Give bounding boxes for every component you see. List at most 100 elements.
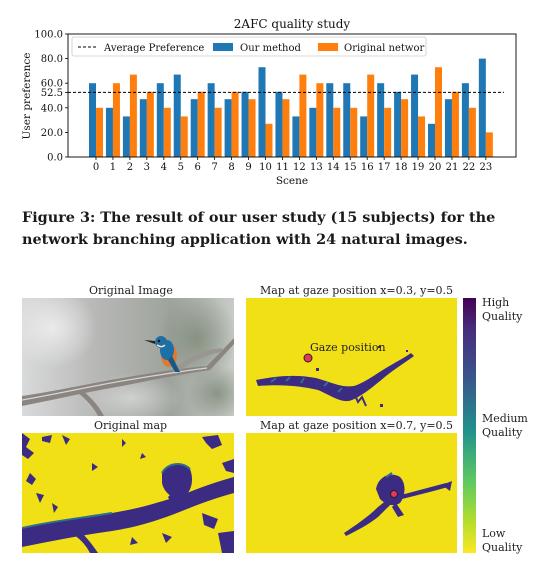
- bar-original-2: [129, 74, 137, 157]
- bar-original-19: [418, 116, 426, 157]
- bar-original-1: [112, 83, 120, 157]
- x-tick-label: 2: [127, 162, 133, 173]
- colorbar-label-medium: Medium Quality: [482, 412, 528, 439]
- bar-original-12: [299, 74, 307, 157]
- y-tick-label: 80.0: [41, 54, 63, 65]
- bar-our-method-2: [122, 116, 130, 157]
- bar-our-method-12: [292, 116, 300, 157]
- bar-original-22: [468, 107, 476, 157]
- bar-original-14: [333, 107, 341, 157]
- x-tick-label: 12: [293, 162, 306, 173]
- bar-our-method-18: [394, 91, 402, 157]
- bar-our-method-10: [258, 67, 266, 157]
- legend-label-average: Average Preference: [103, 43, 204, 54]
- plot-frame: [67, 33, 517, 158]
- bar-original-10: [265, 123, 273, 157]
- map1-title: Map at gaze position x=0.3, y=0.5: [260, 284, 454, 297]
- chart-title: 2AFC quality study: [234, 17, 351, 31]
- bar-original-3: [146, 91, 154, 157]
- x-tick-label: 0: [93, 162, 99, 173]
- x-tick-label: 5: [178, 162, 184, 173]
- bar-our-method-22: [461, 83, 469, 157]
- legend-frame: [71, 36, 427, 57]
- x-tick-label: 11: [276, 162, 289, 173]
- bar-our-method-21: [444, 99, 452, 157]
- y-tick-label: 40.0: [41, 103, 63, 114]
- gaze-dot-2: [390, 490, 398, 498]
- colorbar-label-low: Low Quality: [482, 527, 523, 554]
- legend-label-original: Original networ: [344, 43, 425, 54]
- gaze-dot-1: [303, 353, 313, 363]
- original-map: [22, 433, 234, 553]
- y-tick-label: 0.0: [47, 153, 63, 164]
- legend-swatch-original: [318, 43, 338, 51]
- bar-original-23: [485, 132, 493, 157]
- x-tick-label: 10: [259, 162, 272, 173]
- x-tick-label: 22: [463, 162, 476, 173]
- x-tick-label: 14: [327, 162, 340, 173]
- x-tick-label: 7: [211, 162, 217, 173]
- bar-our-method-20: [428, 123, 435, 157]
- x-tick-label: 6: [195, 162, 201, 173]
- bar-original-17: [384, 107, 392, 157]
- y-tick-label: 100.0: [34, 30, 63, 41]
- bar-original-4: [163, 107, 171, 157]
- bar-original-9: [248, 99, 256, 157]
- x-tick-label: 17: [378, 162, 391, 173]
- bar-our-method-8: [224, 99, 232, 157]
- x-tick-label: 13: [310, 162, 323, 173]
- bar-original-7: [214, 107, 222, 157]
- bar-original-20: [435, 67, 442, 157]
- bar-original-11: [282, 99, 290, 157]
- bar-our-method-14: [326, 83, 334, 157]
- x-tick-label: 21: [446, 162, 459, 173]
- bar-original-13: [316, 83, 324, 157]
- y-tick-label: 60.0: [41, 79, 63, 90]
- bar-our-method-0: [89, 83, 96, 157]
- x-tick-label: 4: [161, 162, 167, 173]
- original-map-title: Original map: [94, 419, 168, 432]
- bar-our-method-1: [105, 107, 113, 157]
- x-tick-label: 8: [228, 162, 234, 173]
- x-tick-label: 9: [245, 162, 251, 173]
- y-axis-label: User preference: [21, 53, 33, 140]
- bar-original-5: [180, 116, 188, 157]
- x-tick-label: 3: [144, 162, 150, 173]
- x-tick-label: 18: [395, 162, 408, 173]
- bar-original-0: [96, 107, 103, 157]
- bar-original-15: [350, 107, 358, 157]
- bar-our-method-3: [139, 99, 147, 157]
- legend-label-our-method: Our method: [240, 43, 301, 54]
- legend-swatch-our-method: [213, 43, 233, 51]
- figure-caption: Figure 3: The result of our user study (…: [22, 209, 496, 248]
- x-axis-label: Scene: [276, 175, 308, 187]
- bar-original-16: [367, 74, 375, 157]
- x-tick-label: 1: [110, 162, 116, 173]
- bar-our-method-11: [275, 91, 283, 157]
- bar-our-method-13: [309, 107, 317, 157]
- gaze-map-1: Gaze position: [246, 298, 457, 416]
- bar-our-method-7: [207, 83, 215, 157]
- bar-our-method-6: [190, 99, 198, 157]
- gaze-map-2: [246, 433, 457, 553]
- map2-title: Map at gaze position x=0.7, y=0.5: [260, 419, 454, 432]
- bar-our-method-16: [360, 116, 368, 157]
- x-tick-label: 20: [429, 162, 442, 173]
- bar-our-method-19: [411, 74, 419, 157]
- bar-our-method-9: [241, 91, 249, 157]
- bar-original-21: [451, 91, 459, 157]
- legend: Average Preference Our method Original n…: [71, 36, 427, 57]
- bar-our-method-15: [343, 83, 351, 157]
- x-tick-label: 23: [479, 162, 492, 173]
- gaze-position-label: Gaze position: [310, 341, 386, 354]
- user-study-bar-chart: 2AFC quality study User preference Scene…: [21, 17, 517, 187]
- x-tick-label: 16: [361, 162, 374, 173]
- bar-our-method-4: [156, 83, 164, 157]
- y-tick-label: 20.0: [41, 128, 63, 139]
- bar-original-6: [197, 91, 205, 157]
- x-tick-label: 15: [344, 162, 357, 173]
- original-image-title: Original Image: [89, 284, 173, 297]
- bar-original-8: [231, 91, 239, 157]
- x-tick-label: 19: [412, 162, 425, 173]
- bar-original-18: [401, 99, 409, 157]
